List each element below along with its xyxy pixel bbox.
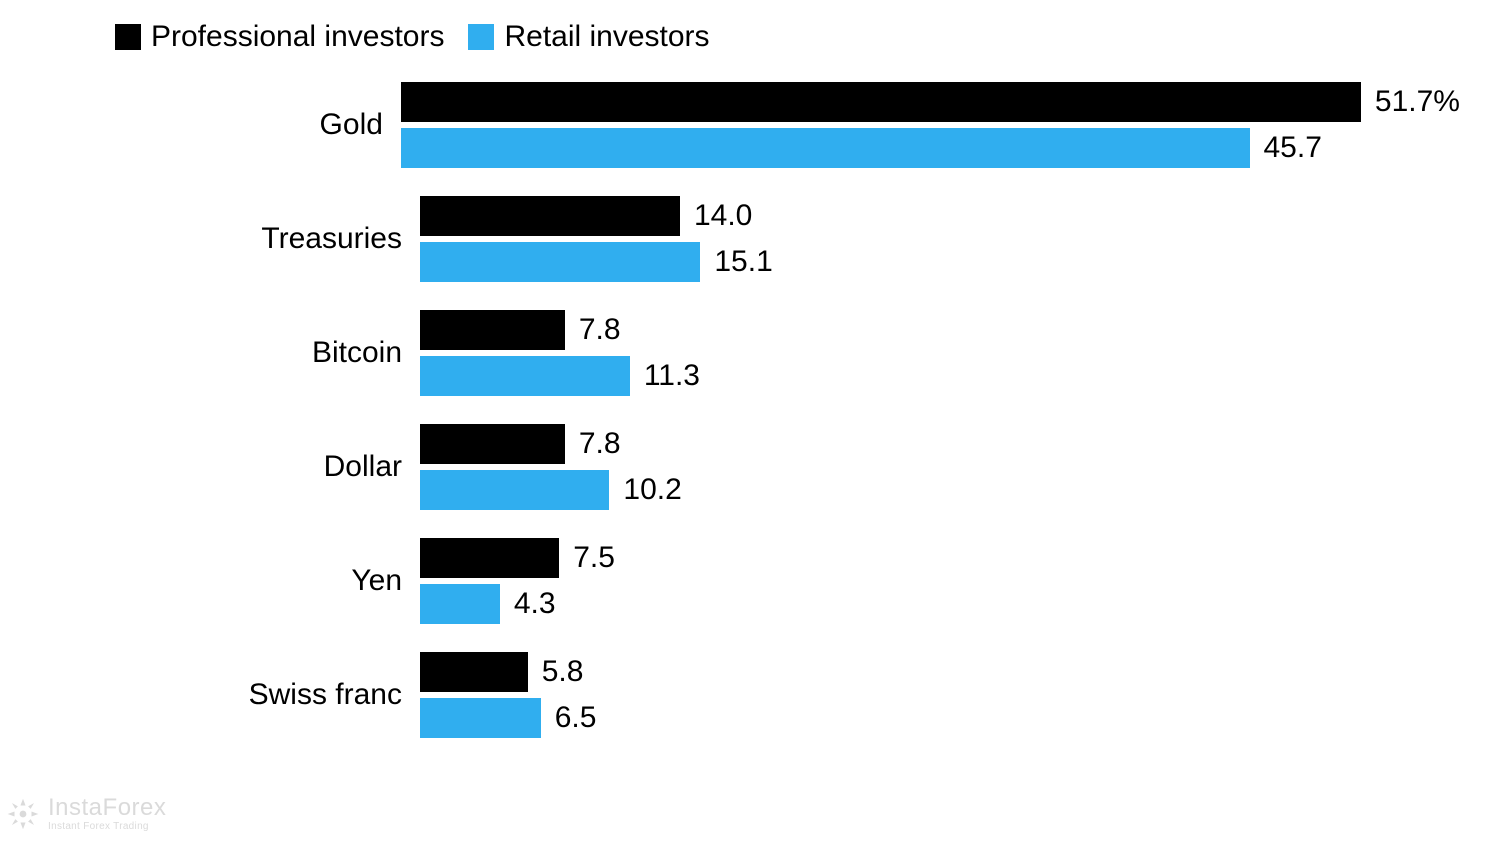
bar-group: 14.0 15.1	[420, 196, 1460, 282]
bar-value-label: 45.7	[1264, 131, 1322, 165]
bar-value-label: 4.3	[514, 587, 556, 621]
category-label: Gold	[20, 108, 401, 142]
chart-row: Yen 7.5 4.3	[20, 538, 1460, 624]
chart-row: Bitcoin 7.8 11.3	[20, 310, 1460, 396]
legend-item: Professional investors	[115, 20, 444, 54]
bar-value-label: 14.0	[694, 199, 752, 233]
bar-group: 7.5 4.3	[420, 538, 1460, 624]
bar-value-label: 7.8	[579, 427, 621, 461]
bar-group: 7.810.2	[420, 424, 1460, 510]
bar-value-label: 11.3	[644, 359, 700, 393]
bar-line: 10.2	[420, 470, 1460, 510]
bar-value-label: 5.8	[542, 655, 584, 689]
bar-line: 45.7	[401, 128, 1460, 168]
bar	[420, 470, 609, 510]
bar	[420, 242, 700, 282]
bar-value-label: 10.2	[623, 473, 681, 507]
bar	[420, 538, 559, 578]
bar	[420, 698, 541, 738]
chart-row: Swiss franc5.86.5	[20, 652, 1460, 738]
bar	[420, 652, 528, 692]
watermark-brand: InstaForex	[48, 796, 166, 820]
bar-line: 5.8	[420, 652, 1460, 692]
bar-line: 7.8	[420, 424, 1460, 464]
legend-swatch	[468, 24, 494, 50]
bar-line: 7.8	[420, 310, 1460, 350]
bar-group: 5.86.5	[420, 652, 1460, 738]
bar	[420, 310, 565, 350]
category-label: Dollar	[20, 450, 420, 484]
category-label: Treasuries	[20, 222, 420, 256]
bar-group: 51.7% 45.7	[401, 82, 1460, 168]
bar-line: 15.1	[420, 242, 1460, 282]
chart-row: Treasuries 14.0 15.1	[20, 196, 1460, 282]
bar-value-label: 6.5	[555, 701, 597, 735]
chart-legend: Professional investors Retail investors	[115, 20, 1460, 54]
bar-line: 14.0	[420, 196, 1460, 236]
bar-group: 7.8 11.3	[420, 310, 1460, 396]
legend-label: Professional investors	[151, 20, 444, 54]
bar-line: 11.3	[420, 356, 1460, 396]
bar-line: 51.7%	[401, 82, 1460, 122]
legend-item: Retail investors	[468, 20, 709, 54]
category-label: Yen	[20, 564, 420, 598]
legend-label: Retail investors	[504, 20, 709, 54]
bar	[420, 424, 565, 464]
chart-rows: Gold51.7%45.7Treasuries14.015.1Bitcoin7.…	[20, 82, 1460, 738]
bar-value-label: 15.1	[714, 245, 772, 279]
chart-row: Gold 51.7% 45.7	[20, 82, 1460, 168]
watermark: InstaForex Instant Forex Trading	[6, 796, 166, 832]
bar	[420, 356, 630, 396]
bar	[401, 82, 1361, 122]
bar	[420, 196, 680, 236]
bar-line: 7.5	[420, 538, 1460, 578]
bar-line: 6.5	[420, 698, 1460, 738]
bar	[420, 584, 500, 624]
watermark-tagline: Instant Forex Trading	[48, 822, 166, 832]
bar-line: 4.3	[420, 584, 1460, 624]
category-label: Swiss franc	[20, 678, 420, 712]
bar-value-label: 7.5	[573, 541, 615, 575]
category-label: Bitcoin	[20, 336, 420, 370]
chart-row: Dollar7.810.2	[20, 424, 1460, 510]
legend-swatch	[115, 24, 141, 50]
bar-value-label: 51.7%	[1375, 85, 1460, 119]
bar-value-label: 7.8	[579, 313, 621, 347]
instaforex-logo-icon	[6, 797, 40, 831]
bar	[401, 128, 1250, 168]
investor-asset-chart: Professional investors Retail investors G…	[0, 0, 1500, 758]
